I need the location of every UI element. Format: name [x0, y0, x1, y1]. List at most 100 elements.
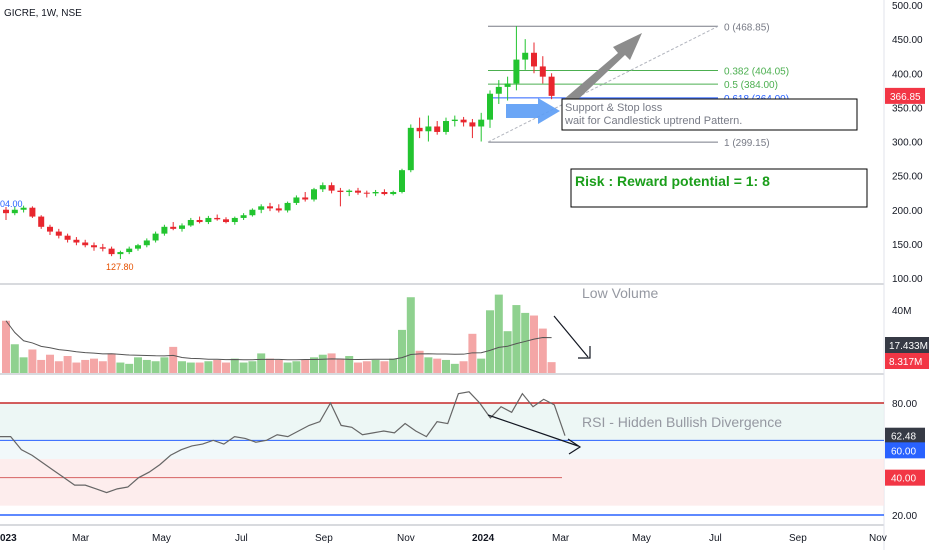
volume-last-value: 8.317M: [889, 357, 922, 368]
fib-trendline: [487, 25, 719, 143]
candle-body: [443, 121, 449, 132]
candle-body: [275, 208, 282, 211]
volume-bar: [406, 297, 415, 373]
volume-ma-value: 17.433M: [889, 341, 928, 352]
candle-body: [407, 127, 414, 171]
rsi-axis-tick-20: 20.00: [892, 511, 917, 522]
volume-bar: [459, 361, 468, 373]
support-box-line2: wait for Candlestick uptrend Pattern.: [564, 115, 742, 127]
fib-label-1: 0.382 (404.05): [724, 66, 789, 77]
volume-bar: [318, 354, 327, 373]
candle-body: [363, 192, 370, 194]
rsi-band-mid: [0, 440, 884, 459]
candle-body: [187, 219, 194, 226]
candle-body: [38, 216, 45, 227]
rsi-arrowhead-icon: [567, 438, 582, 455]
time-axis-label: Nov: [869, 533, 887, 544]
volume-bar: [345, 356, 354, 373]
price-axis-tick: 100.00: [892, 274, 923, 285]
candle-body: [240, 215, 247, 218]
candle-body: [355, 190, 361, 193]
rsi-40-value: 40.00: [891, 474, 916, 485]
candle-body: [267, 206, 273, 209]
candle-body: [372, 192, 379, 194]
candle-body: [311, 189, 317, 200]
volume-bar: [257, 353, 266, 373]
volume-bar: [301, 359, 310, 373]
volume-bar: [538, 328, 547, 373]
candle-body: [64, 235, 71, 240]
candle-body: [531, 52, 537, 67]
volume-bar: [468, 333, 477, 373]
price-axis-tick: 300.00: [892, 138, 923, 149]
candle-body: [513, 59, 520, 84]
volume-arrowhead-icon: [578, 346, 591, 359]
candles-group: [3, 26, 555, 260]
candle-body: [11, 209, 18, 214]
candle-body: [179, 225, 185, 229]
volume-bar: [371, 359, 380, 373]
rsi-line: [0, 391, 566, 494]
candle-body: [55, 231, 62, 236]
volume-bar: [142, 359, 151, 373]
volume-bar: [125, 363, 134, 373]
volume-bar: [336, 358, 345, 373]
candle-body: [460, 119, 467, 123]
candle-body: [390, 192, 397, 195]
time-axis-label: Sep: [315, 533, 333, 544]
candle-body: [249, 209, 256, 216]
rsi-axis-tick: 80.00: [892, 399, 917, 410]
volume-bar: [239, 362, 248, 373]
candle-body: [29, 207, 36, 217]
volume-bar: [512, 305, 521, 373]
candle-body: [434, 126, 441, 132]
time-axis-label: 2024: [472, 533, 495, 544]
candle-body: [337, 190, 344, 193]
swing-high-label: 04.00: [0, 199, 23, 209]
candle-body: [3, 209, 9, 214]
candle-body: [126, 248, 133, 253]
volume-bar: [389, 358, 398, 373]
candle-body: [223, 219, 229, 223]
candle-body: [143, 240, 150, 246]
volume-bar: [248, 361, 257, 373]
candle-body: [425, 126, 432, 132]
target-arrow-icon: [563, 33, 642, 107]
candle-body: [170, 226, 177, 229]
volume-bar: [72, 362, 81, 373]
rsi-40-tag: [885, 469, 925, 486]
candle-body: [108, 248, 115, 255]
candle-body: [416, 127, 423, 132]
volume-bar: [10, 344, 19, 373]
price-axis-tick: 500.00: [892, 1, 923, 12]
volume-bar: [398, 329, 406, 373]
volume-bar: [186, 362, 195, 373]
volume-bar: [151, 361, 160, 373]
volume-bar: [424, 357, 433, 373]
volume-bar: [134, 357, 142, 373]
candle-body: [381, 192, 388, 195]
candle-body: [451, 119, 458, 122]
risk-reward-box: [570, 168, 868, 208]
volume-bar: [362, 361, 371, 373]
candle-body: [205, 217, 212, 223]
low-volume-label: Low Volume: [582, 285, 658, 301]
candle-body: [20, 207, 27, 210]
volume-bar: [530, 315, 538, 373]
support-box-line1: Support & Stop loss: [565, 102, 663, 114]
volume-bar: [442, 359, 450, 373]
candle-body: [469, 122, 476, 127]
volume-last-tag: [885, 353, 929, 369]
rsi-mid-tag: [885, 442, 925, 459]
time-axis-label: Mar: [72, 533, 90, 544]
candle-body: [293, 197, 300, 203]
volume-trend-line: [553, 315, 589, 358]
time-axis-label: May: [632, 533, 651, 544]
rsi-value-tag: [885, 427, 925, 444]
current-price-value: 366.85: [890, 92, 921, 103]
volume-bar: [213, 359, 222, 373]
current-price-tag: [885, 87, 925, 104]
volume-bar: [37, 359, 46, 373]
time-axis-label: Jul: [709, 533, 722, 544]
